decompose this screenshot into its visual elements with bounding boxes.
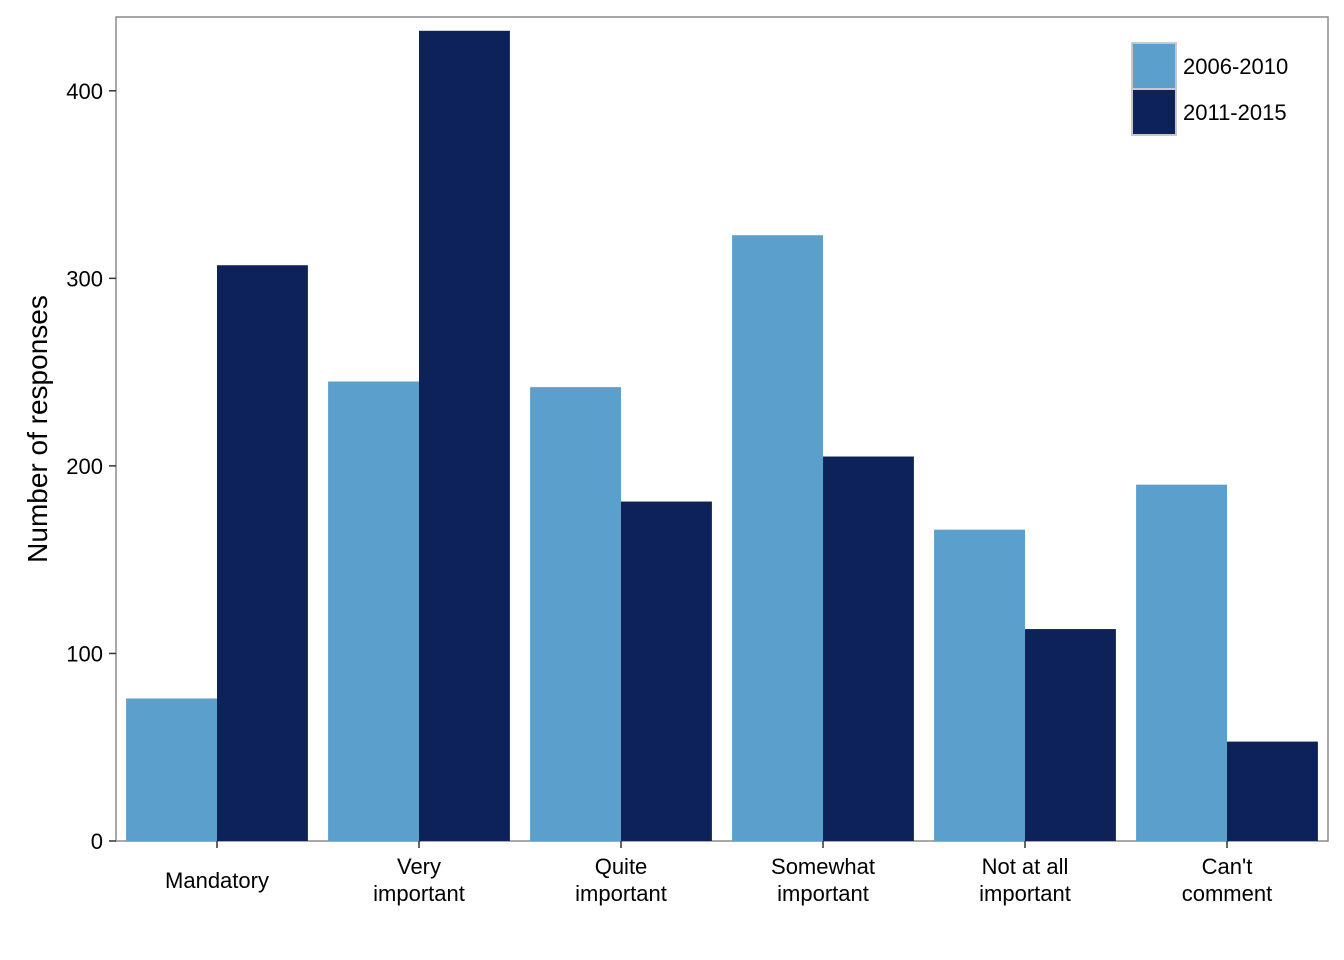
- bar-2011-2015-3: [823, 456, 914, 841]
- bars-layer: [126, 30, 1318, 842]
- plot-panel: [115, 16, 1329, 842]
- x-tick-label: important: [575, 881, 667, 906]
- legend-label: 2006-2010: [1183, 54, 1288, 79]
- legend-swatch: [1131, 88, 1177, 136]
- y-axis: 0 100 200 300 400: [66, 79, 116, 854]
- legend-label: 2011-2015: [1183, 100, 1287, 125]
- bar-2006-2010-5: [1136, 484, 1227, 841]
- bar-2011-2015-2: [621, 501, 712, 841]
- y-tick-label: 400: [66, 79, 103, 104]
- x-tick-label: Can't: [1202, 854, 1253, 879]
- x-tick-label: Somewhat: [771, 854, 875, 879]
- bar-2006-2010-0: [126, 698, 217, 841]
- bar-2011-2015-1: [419, 30, 510, 842]
- x-axis: MandatoryVeryimportantQuiteimportantSome…: [165, 841, 1272, 906]
- x-tick-label: Mandatory: [165, 868, 269, 893]
- bar-2011-2015-0: [217, 265, 308, 841]
- y-tick-label: 300: [66, 266, 103, 291]
- x-tick-label: Quite: [595, 854, 648, 879]
- y-axis-title: Number of responses: [22, 295, 53, 563]
- x-tick-label: Not at all: [982, 854, 1069, 879]
- x-tick-label: Very: [397, 854, 441, 879]
- bar-2006-2010-1: [328, 381, 419, 841]
- legend-swatch: [1131, 42, 1177, 90]
- bar-2006-2010-2: [530, 387, 621, 841]
- y-tick-label: 200: [66, 454, 103, 479]
- x-tick-label: comment: [1182, 881, 1272, 906]
- y-tick-label: 100: [66, 641, 103, 666]
- x-tick-label: important: [373, 881, 465, 906]
- bar-2006-2010-3: [732, 235, 823, 841]
- legend: 2006-2010 2011-2015: [1131, 42, 1288, 136]
- bar-2011-2015-4: [1025, 629, 1116, 841]
- bar-2006-2010-4: [934, 529, 1025, 841]
- y-tick-label: 0: [91, 829, 103, 854]
- x-tick-label: important: [979, 881, 1071, 906]
- x-tick-label: important: [777, 881, 869, 906]
- bar-2011-2015-5: [1227, 741, 1318, 841]
